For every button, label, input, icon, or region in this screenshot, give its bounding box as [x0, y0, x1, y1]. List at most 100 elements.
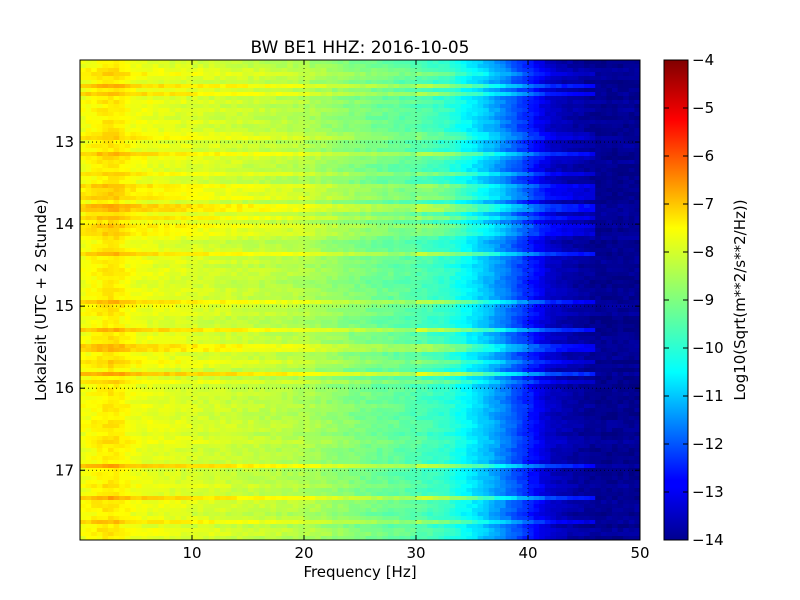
- heatmap-cell: [410, 92, 417, 97]
- heatmap-cell: [528, 64, 534, 69]
- heatmap-cell: [561, 96, 568, 101]
- heatmap-cell: [393, 180, 400, 185]
- heatmap-cell: [427, 112, 434, 117]
- heatmap-cell: [96, 96, 103, 101]
- heatmap-cell: [556, 216, 562, 221]
- heatmap-cell: [511, 92, 518, 97]
- heatmap-cell: [572, 240, 579, 245]
- heatmap-cell: [399, 80, 406, 85]
- heatmap-cell: [141, 216, 148, 221]
- heatmap-cell: [102, 248, 109, 253]
- heatmap-cell: [85, 136, 92, 141]
- heatmap-cell: [208, 68, 215, 73]
- heatmap-cell: [505, 236, 512, 241]
- heatmap-cell: [130, 112, 137, 117]
- heatmap-cell: [455, 200, 462, 205]
- heatmap-cell: [600, 196, 607, 201]
- heatmap-cell: [578, 84, 585, 89]
- heatmap-cell: [102, 236, 109, 241]
- heatmap-cell: [567, 208, 574, 213]
- heatmap-cell: [214, 132, 221, 137]
- heatmap-cell: [80, 72, 86, 77]
- heatmap-cell: [600, 228, 607, 233]
- heatmap-cell: [158, 188, 165, 193]
- heatmap-cell: [595, 72, 602, 77]
- heatmap-cell: [108, 148, 114, 153]
- heatmap-cell: [382, 96, 389, 101]
- heatmap-cell: [96, 172, 103, 177]
- heatmap-cell: [388, 248, 394, 253]
- heatmap-cell: [348, 256, 355, 261]
- heatmap-cell: [348, 60, 355, 65]
- heatmap-cell: [522, 244, 529, 249]
- heatmap-cell: [320, 244, 327, 249]
- heatmap-cell: [203, 116, 210, 121]
- heatmap-cell: [556, 132, 562, 137]
- heatmap-cell: [231, 152, 238, 157]
- heatmap-cell: [175, 60, 182, 65]
- heatmap-cell: [612, 64, 618, 69]
- heatmap-cell: [466, 152, 473, 157]
- heatmap-cell: [175, 172, 182, 177]
- heatmap-cell: [410, 172, 417, 177]
- heatmap-cell: [460, 132, 467, 137]
- heatmap-cell: [600, 232, 607, 237]
- heatmap-cell: [460, 64, 467, 69]
- heatmap-cell: [264, 96, 271, 101]
- heatmap-cell: [292, 60, 299, 65]
- heatmap-cell: [141, 200, 148, 205]
- heatmap-cell: [197, 220, 204, 225]
- heatmap-cell: [382, 104, 389, 109]
- heatmap-cell: [85, 216, 92, 221]
- heatmap-cell: [236, 176, 243, 181]
- heatmap-cell: [326, 80, 333, 85]
- heatmap-cell: [354, 84, 361, 89]
- heatmap-cell: [343, 136, 350, 141]
- heatmap-cell: [102, 80, 109, 85]
- heatmap-cell: [533, 132, 540, 137]
- heatmap-cell: [444, 88, 450, 93]
- heatmap-cell: [427, 64, 434, 69]
- heatmap-cell: [292, 128, 299, 133]
- heatmap-cell: [309, 108, 316, 113]
- heatmap-cell: [382, 68, 389, 73]
- heatmap-cell: [444, 140, 450, 145]
- heatmap-cell: [449, 60, 456, 65]
- heatmap-cell: [533, 232, 540, 237]
- heatmap-cell: [180, 188, 187, 193]
- heatmap-cell: [634, 136, 641, 141]
- heatmap-cell: [309, 228, 316, 233]
- heatmap-cell: [304, 128, 310, 133]
- heatmap-cell: [388, 240, 394, 245]
- heatmap-cell: [186, 256, 193, 261]
- heatmap-cell: [578, 152, 585, 157]
- heatmap-cell: [220, 224, 226, 229]
- heatmap-cell: [606, 104, 613, 109]
- heatmap-cell: [449, 104, 456, 109]
- heatmap-cell: [119, 100, 126, 105]
- heatmap-cell: [606, 192, 613, 197]
- heatmap-cell: [354, 256, 361, 261]
- heatmap-cell: [208, 92, 215, 97]
- heatmap-cell: [533, 192, 540, 197]
- heatmap-cell: [304, 176, 310, 181]
- heatmap-cell: [287, 128, 294, 133]
- heatmap-cell: [472, 116, 478, 121]
- heatmap-cell: [320, 124, 327, 129]
- heatmap-cell: [96, 128, 103, 133]
- heatmap-cell: [281, 232, 288, 237]
- heatmap-cell: [365, 72, 372, 77]
- heatmap-cell: [91, 60, 98, 65]
- heatmap-cell: [147, 196, 154, 201]
- heatmap-cell: [376, 208, 383, 213]
- heatmap-cell: [102, 124, 109, 129]
- heatmap-cell: [108, 184, 114, 189]
- heatmap-cell: [600, 144, 607, 149]
- heatmap-cell: [427, 192, 434, 197]
- heatmap-cell: [102, 232, 109, 237]
- heatmap-cell: [276, 180, 282, 185]
- heatmap-cell: [444, 176, 450, 181]
- heatmap-cell: [455, 180, 462, 185]
- heatmap-cell: [388, 212, 394, 217]
- heatmap-cell: [444, 212, 450, 217]
